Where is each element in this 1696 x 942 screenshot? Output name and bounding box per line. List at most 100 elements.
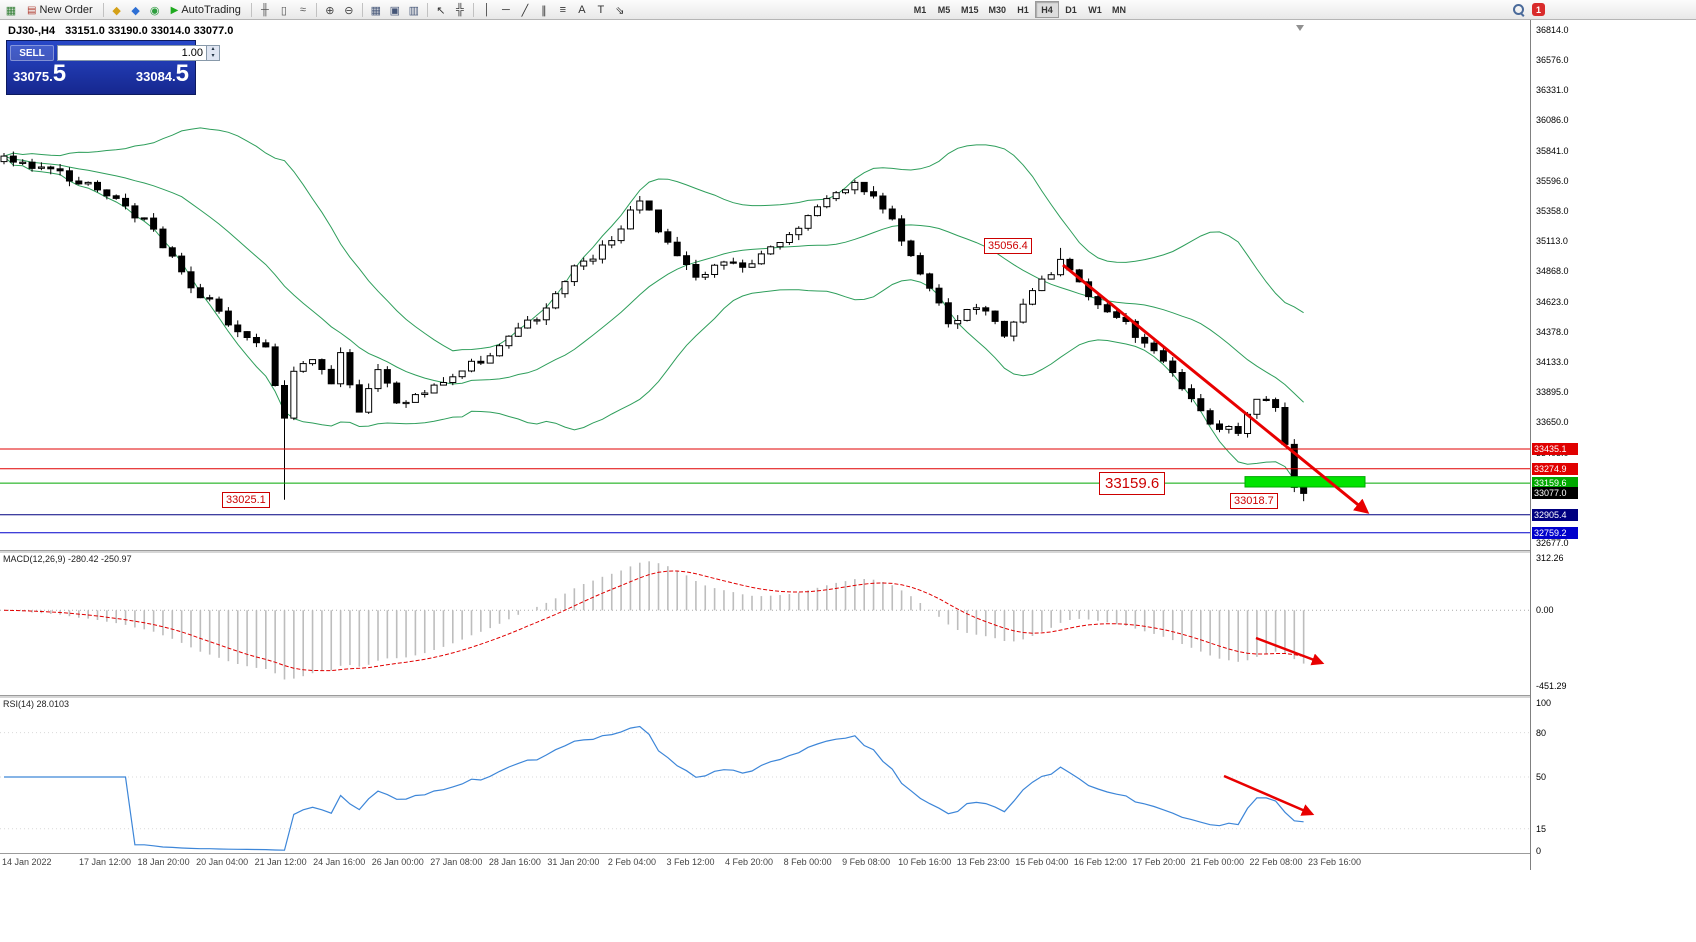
toolbar: ▦ ▤ New Order ◆ ◆ ◉ ▶ AutoTrading ╫ ▯ ≈ ⊕ ⊖ ▦ ▣ ▥ ↖ ╬ │ ─ ╱ ∥… [0,0,1696,20]
bar-chart-icon[interactable]: ╫ [260,4,269,16]
price-annotation-33018[interactable]: 33018.7 [1230,493,1278,509]
price-chart-canvas[interactable] [0,20,1530,550]
macd-label: MACD(12,26,9) -280.42 -250.97 [3,554,132,564]
ohlc-values: 33151.0 33190.0 33014.0 33077.0 [65,25,234,37]
sell-price[interactable]: 33075. 5 [13,62,66,86]
time-axis-label: 18 Jan 20:00 [137,857,190,867]
signals-icon[interactable]: ◉ [149,4,160,17]
horizontal-line-icon[interactable]: ─ [501,4,510,16]
price-axis-label: 33650.0 [1536,417,1569,428]
price-axis-label: 36814.0 [1536,25,1569,35]
timeframe-d1[interactable]: D1 [1059,1,1083,18]
timeframe-m15[interactable]: M15 [956,1,984,18]
alert-badge[interactable]: 1 [1532,3,1545,16]
market-icon[interactable]: ◆ [131,4,140,17]
time-axis-label: 17 Feb 20:00 [1132,857,1186,867]
bollinger-upper-band [3,127,1304,352]
toolbar-right: 1 [1512,3,1545,16]
rsi-canvas[interactable] [0,698,1530,853]
equidistant-channel-icon[interactable]: ∥ [541,4,547,17]
text-icon[interactable]: A [578,4,586,16]
time-axis-label: 14 Jan 2022 [2,857,52,867]
chart-shift-marker[interactable] [1296,25,1304,31]
macd-panel[interactable]: MACD(12,26,9) -280.42 -250.97 [0,553,1530,695]
rsi-trend-arrow[interactable] [1223,774,1315,816]
volume-increase-button[interactable]: ▴ [211,46,215,52]
metaeditor-icon[interactable]: ◆ [112,4,121,17]
time-axis-label: 23 Feb 16:00 [1308,857,1362,867]
new-chart-icon[interactable]: ▦ [5,4,17,17]
trend-arrow[interactable] [1062,263,1370,514]
toolbar-items: ▦ ▤ New Order ◆ ◆ ◉ ▶ AutoTrading ╫ ▯ ≈ ⊕ ⊖ ▦ ▣ ▥ ↖ ╬ │ ─ ╱ ∥… [2,1,629,19]
time-axis-label: 16 Feb 12:00 [1073,857,1127,867]
timeframe-mn[interactable]: MN [1107,1,1131,18]
price-axis-label: 34868.0 [1536,266,1569,277]
time-axis-label: 26 Jan 00:00 [371,857,424,867]
price-annotation-33159[interactable]: 33159.6 [1099,472,1166,495]
price-tag: 33435.1 [1532,442,1578,455]
rsi-label: RSI(14) 28.0103 [3,699,70,709]
timeframe-h4[interactable]: H4 [1035,1,1060,18]
price-axis-label: 36576.0 [1536,54,1569,65]
rsi-panel[interactable]: RSI(14) 28.0103 [0,698,1530,853]
toolbar-separator [315,3,317,17]
rsi-scale-label: 100 [1536,698,1552,708]
autotrading-button-icon: ▶ [170,4,179,16]
time-axis-label: 21 Jan 12:00 [254,857,307,867]
tile-windows-icon[interactable]: ▦ [370,4,382,17]
time-axis-label: 22 Feb 08:00 [1249,857,1303,867]
arrows-dropdown-icon[interactable]: ⇘ [615,4,625,17]
price-annotation-33025[interactable]: 33025.1 [222,492,270,508]
autotrading-button[interactable]: ▶ AutoTrading [165,1,247,19]
price-tag: 33159.6 [1532,477,1578,490]
volume-spinner: ▴ ▾ [207,45,220,61]
macd-canvas[interactable] [0,553,1530,695]
candlestick-chart-icon[interactable]: ▯ [280,4,287,17]
crosshair-icon[interactable]: ╬ [455,4,464,16]
search-icon[interactable] [1512,3,1525,16]
timeframe-m30[interactable]: M30 [984,1,1012,18]
price-axis-label: 36331.0 [1536,84,1569,95]
zoom-in-icon[interactable]: ⊕ [325,4,335,17]
chart-shift-icon[interactable]: ▥ [408,4,420,17]
macd-trend-arrow[interactable] [1255,636,1325,666]
buy-price[interactable]: 33084. 5 [136,60,189,87]
cursor-icon[interactable]: ↖ [436,4,446,17]
time-axis-label: 31 Jan 20:00 [547,857,600,867]
chart-window[interactable]: DJ30-,H4 33151.0 33190.0 33014.0 33077.0… [0,20,1530,550]
price-tag: 33077.0 [1532,487,1578,500]
volume-input[interactable] [57,45,207,61]
buy-price-pip: 5 [175,60,189,87]
line-chart-icon[interactable]: ≈ [299,4,306,16]
candles [0,151,1308,502]
vertical-line-icon[interactable]: │ [483,4,491,16]
new-order-button[interactable]: ▤ New Order [21,1,99,19]
timeframe-w1[interactable]: W1 [1083,1,1107,18]
timeframe-m1[interactable]: M1 [908,1,932,18]
zoom-out-icon[interactable]: ⊖ [344,4,354,17]
timeframe-m5[interactable]: M5 [932,1,956,18]
time-axis-label: 24 Jan 16:00 [313,857,366,867]
highlight-rectangle[interactable] [1244,476,1366,488]
buy-button[interactable]: BUY [223,45,267,61]
time-axis-label: 21 Feb 00:00 [1190,857,1244,867]
panel-splitter-macd[interactable] [0,550,1530,553]
timeframe-h1[interactable]: H1 [1011,1,1035,18]
price-axis-label: 36086.0 [1536,115,1569,126]
auto-arrange-icon[interactable]: ▣ [389,4,401,17]
volume-decrease-button[interactable]: ▾ [211,53,215,59]
rsi-scale-label: 80 [1536,727,1547,738]
price-axis-label: 35596.0 [1536,176,1569,187]
price-axis-label: 35113.0 [1536,235,1568,246]
toolbar-separator [361,3,363,17]
text-label-icon[interactable]: T [597,4,605,16]
fibonacci-icon[interactable]: ≡ [559,4,567,16]
sell-button[interactable]: SELL [10,45,54,61]
price-axis[interactable]: 36814.0 36576.0 36331.0 36086.0 35841.0 35596… [1530,20,1696,870]
panel-splitter-rsi[interactable] [0,695,1530,698]
price-annotation-35056[interactable]: 35056.4 [984,238,1032,254]
price-axis-label: 35358.0 [1536,205,1569,216]
trendline-icon[interactable]: ╱ [521,4,529,17]
macd-scale-label: -451.29 [1536,681,1567,691]
time-axis[interactable]: 14 Jan 2022 17 Jan 12:00 18 Jan 20:00 20 Ja… [0,853,1530,870]
